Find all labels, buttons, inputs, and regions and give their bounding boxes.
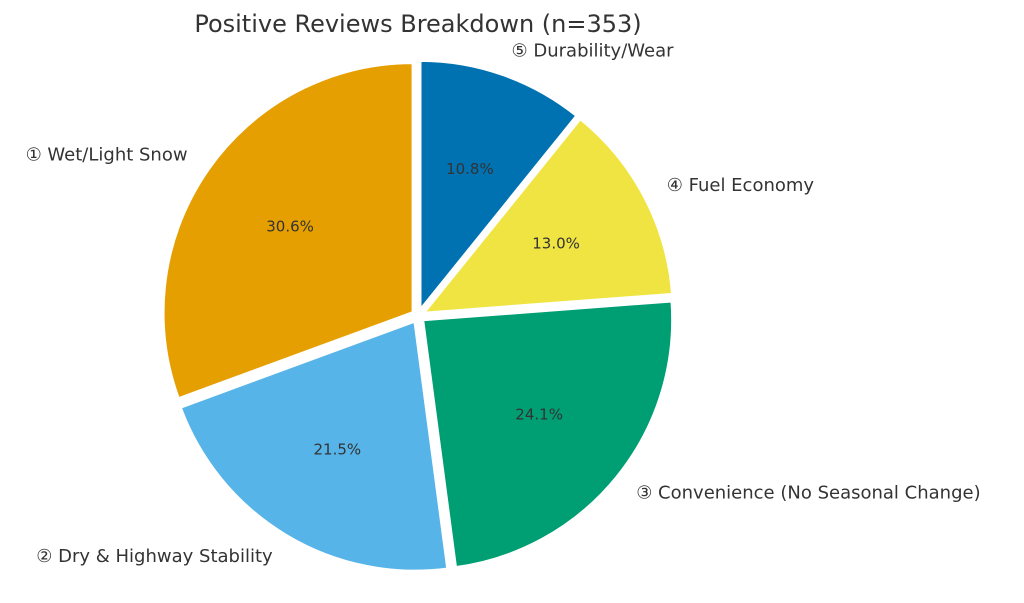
percentage-label: 30.6%	[266, 218, 314, 236]
pie-slice	[421, 299, 675, 570]
percentage-label: 13.0%	[532, 234, 580, 252]
slices-group	[161, 58, 675, 573]
slice-label: ④ Fuel Economy	[667, 175, 815, 196]
slice-labels: ① Wet/Light Snow ② Dry & Highway Stabilit…	[26, 41, 981, 567]
pie-slice	[178, 319, 450, 573]
slice-label: ② Dry & Highway Stability	[36, 546, 273, 567]
percentage-labels: 30.6% 21.5% 24.1% 13.0% 10.8%	[266, 160, 580, 459]
percentage-label: 21.5%	[313, 441, 361, 459]
slice-label: ③ Convenience (No Seasonal Change)	[636, 483, 980, 504]
percentage-label: 10.8%	[446, 160, 494, 178]
pie-slice	[418, 58, 579, 312]
pie-slice	[161, 61, 415, 401]
chart-title: Positive Reviews Breakdown (n=353)	[194, 10, 641, 38]
percentage-label: 24.1%	[515, 405, 563, 423]
slice-label: ⑤ Durability/Wear	[512, 41, 675, 62]
slice-label: ① Wet/Light Snow	[26, 145, 188, 166]
pie-slice	[421, 117, 675, 315]
